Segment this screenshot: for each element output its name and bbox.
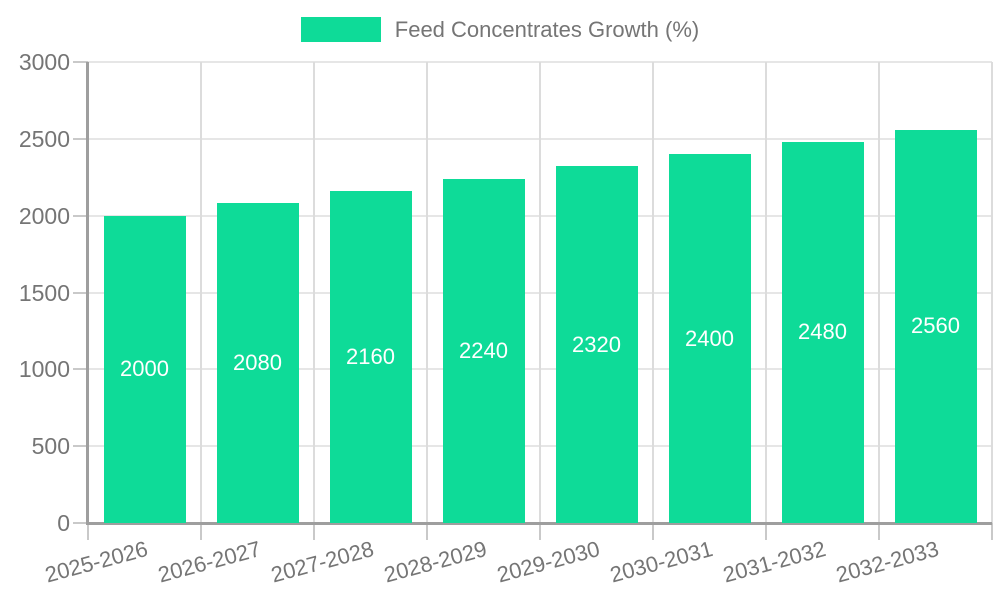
gridline-vertical (313, 62, 315, 523)
y-axis-tick (73, 61, 88, 63)
x-axis-tick-label: 2025-2026 (42, 536, 151, 588)
y-axis-tick-label: 2000 (18, 202, 70, 229)
bar-value-label: 2400 (685, 325, 734, 351)
x-axis-tick (765, 523, 767, 540)
y-axis-tick (73, 522, 88, 524)
y-axis-tick-label: 1000 (18, 356, 70, 383)
legend-label: Feed Concentrates Growth (%) (394, 17, 700, 42)
x-axis-tick-label: 2031-2032 (720, 536, 829, 588)
bar-value-label: 2080 (233, 350, 282, 376)
bar-value-label: 2560 (911, 313, 960, 339)
y-axis-tick (73, 445, 88, 448)
y-axis-tick (73, 291, 88, 294)
gridline-vertical (426, 62, 428, 523)
y-axis-tick-label: 3000 (18, 49, 70, 75)
bar-2032-2033[interactable]: 2560 (894, 129, 977, 523)
x-axis-tick-label: 2032-2033 (833, 536, 942, 588)
y-axis-tick-label: 1500 (18, 279, 70, 306)
x-axis-tick (87, 523, 89, 540)
bar-2030-2031[interactable]: 2400 (668, 154, 751, 523)
x-axis-tick (313, 523, 315, 540)
y-axis-tick (73, 137, 88, 140)
x-axis-tick (991, 523, 993, 540)
gridline-vertical (539, 62, 541, 523)
x-axis-tick (878, 523, 880, 540)
legend-swatch (300, 17, 381, 42)
x-axis-tick (652, 523, 654, 540)
x-axis-tick-label: 2026-2027 (155, 536, 264, 588)
bar-2027-2028[interactable]: 2160 (329, 191, 412, 523)
gridline-vertical (652, 62, 654, 523)
bar-value-label: 2000 (120, 356, 169, 382)
x-axis-tick-label: 2027-2028 (268, 536, 377, 588)
y-axis-tick-label: 500 (31, 433, 70, 460)
x-axis-tick-label: 2028-2029 (381, 536, 490, 588)
gridline-vertical (765, 62, 767, 523)
gridline-vertical (878, 62, 880, 523)
bar-value-label: 2480 (798, 319, 847, 345)
gridline-vertical (991, 62, 993, 523)
x-axis-tick (200, 523, 202, 540)
bar-2026-2027[interactable]: 2080 (216, 203, 299, 523)
legend[interactable]: Feed Concentrates Growth (%) (0, 17, 1000, 42)
y-axis-tick-label: 2500 (18, 125, 70, 152)
bar-value-label: 2320 (572, 331, 621, 357)
gridline-vertical (200, 62, 202, 523)
x-axis-tick (539, 523, 541, 540)
x-axis-tick-label: 2030-2031 (607, 536, 716, 588)
y-axis-tick (73, 368, 88, 371)
y-axis-tick (73, 214, 88, 217)
bar-2029-2030[interactable]: 2320 (555, 166, 638, 523)
y-axis-line (86, 62, 89, 523)
x-axis-tick-label: 2029-2030 (494, 536, 603, 588)
x-axis-tick (426, 523, 428, 540)
bar-2028-2029[interactable]: 2240 (442, 178, 525, 523)
y-axis-tick-label: 0 (57, 510, 70, 536)
bar-2025-2026[interactable]: 2000 (103, 215, 186, 523)
bar-value-label: 2240 (459, 337, 508, 363)
x-axis-line (86, 522, 992, 525)
bar-value-label: 2160 (346, 344, 395, 370)
bar-2031-2032[interactable]: 2480 (781, 141, 864, 523)
